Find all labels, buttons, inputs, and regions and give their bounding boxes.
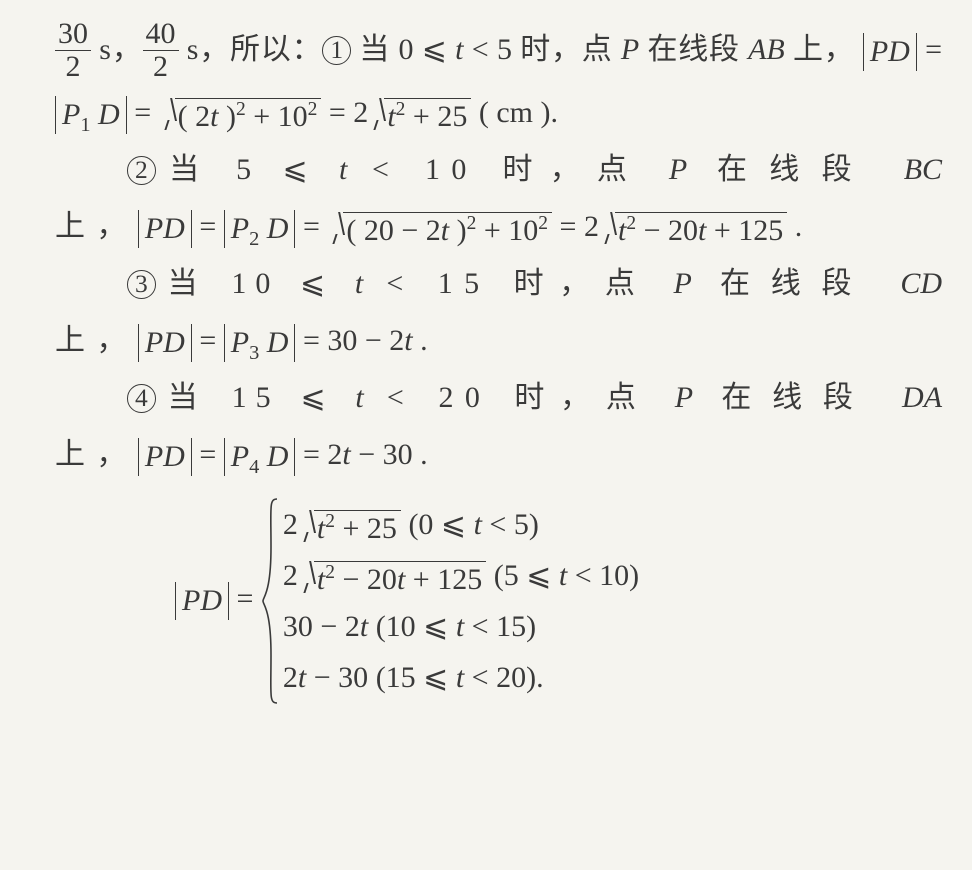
- txt: ( cm ).: [471, 96, 558, 129]
- case-3: 30 − 2t (10 ⩽ t < 15): [283, 601, 639, 652]
- eq: =: [192, 438, 224, 471]
- circled-1: 1: [322, 36, 351, 65]
- sqrt-2b: t2 − 20t + 125: [599, 212, 787, 246]
- paragraph-2: 2 当 5 ⩽ t < 10 时，点 P 在线段 BC 上，PD = P2 D …: [55, 141, 942, 255]
- abs-PD: PD: [138, 438, 192, 476]
- eq: =: [917, 33, 942, 66]
- txt: < 5 时，点: [463, 33, 620, 66]
- abs-P4D: P4 D: [224, 438, 296, 476]
- seg-CD: CD: [900, 267, 942, 300]
- eq: =: [229, 582, 261, 615]
- eq: =: [295, 210, 327, 243]
- math-solution-text: 30 2 s， 40 2 s，所以：1 当 0 ⩽ t < 5 时，点 P 在线…: [55, 20, 942, 705]
- eq: =: [192, 210, 224, 243]
- abs-P2D: P2 D: [224, 210, 296, 248]
- sqrt-1b: t2 + 25: [368, 98, 471, 132]
- txt: 当 15 ⩽: [168, 381, 356, 414]
- var-t: t: [355, 381, 363, 414]
- var-P: P: [675, 381, 693, 414]
- abs-PD: PD: [138, 324, 192, 362]
- abs-PD-final: PD: [175, 582, 229, 620]
- var-t: t: [355, 267, 363, 300]
- var-t: t: [342, 438, 350, 471]
- left-brace-icon: [261, 497, 279, 705]
- eq: =: [192, 324, 224, 357]
- txt: 在线段: [692, 267, 900, 300]
- txt: 在线段: [687, 153, 904, 186]
- txt: 在线段: [639, 33, 748, 66]
- var-t: t: [404, 324, 412, 357]
- txt: .: [787, 210, 802, 243]
- case-4: 2t − 30 (15 ⩽ t < 20).: [283, 652, 639, 703]
- seg-DA: DA: [902, 381, 942, 414]
- circled-3: 3: [127, 270, 156, 299]
- seg-AB: AB: [748, 33, 785, 66]
- paragraph-3: 3 当 10 ⩽ t < 15 时，点 P 在线段 CD 上，PD = P3 D…: [55, 255, 942, 369]
- txt: = 30 − 2: [295, 324, 404, 357]
- piecewise-definition: PD = 2t2 + 25 (0 ⩽ t < 5) 2t2 − 20t + 12…: [175, 497, 942, 705]
- txt: = 2: [321, 96, 368, 129]
- txt: < 15 时，点: [363, 267, 673, 300]
- case-2: 2t2 − 20t + 125 (5 ⩽ t < 10): [283, 550, 639, 601]
- paragraph-4: 4 当 15 ⩽ t < 20 时，点 P 在线段 DA 上，PD = P4 D…: [55, 369, 942, 483]
- abs-PD: PD: [863, 33, 917, 71]
- abs-P1D: P1 D: [55, 96, 127, 134]
- fraction-40-2: 40 2: [143, 18, 179, 82]
- seg-BC: BC: [904, 153, 942, 186]
- txt: s，所以：: [179, 33, 323, 66]
- txt: 上，: [55, 324, 138, 357]
- txt: < 20 时，点: [364, 381, 675, 414]
- txt: − 30 .: [351, 438, 428, 471]
- abs-P3D: P3 D: [224, 324, 296, 362]
- sqrt-c1: t2 + 25: [298, 510, 401, 544]
- txt: 上，: [55, 438, 138, 471]
- circled-4: 4: [127, 384, 156, 413]
- txt: = 2: [552, 210, 599, 243]
- var-P: P: [669, 153, 687, 186]
- fraction-30-2: 30 2: [55, 18, 91, 82]
- var-P: P: [621, 33, 639, 66]
- paragraph-1: 30 2 s， 40 2 s，所以：1 当 0 ⩽ t < 5 时，点 P 在线…: [55, 20, 942, 141]
- txt: 当 10 ⩽: [167, 267, 354, 300]
- sqrt-2: ( 20 − 2t )2 + 102: [327, 212, 552, 246]
- txt: 在线段: [693, 381, 902, 414]
- txt: 上，: [785, 33, 855, 66]
- var-P: P: [674, 267, 692, 300]
- txt: 当 0 ⩽: [351, 33, 455, 66]
- abs-PD: PD: [138, 210, 192, 248]
- txt: .: [413, 324, 428, 357]
- sqrt-c2: t2 − 20t + 125: [298, 561, 486, 595]
- txt: = 2: [295, 438, 342, 471]
- txt: 上，: [55, 210, 138, 243]
- circled-2: 2: [127, 156, 156, 185]
- txt: 当 5 ⩽: [169, 153, 339, 186]
- sqrt-1: ( 2t )2 + 102: [159, 98, 322, 132]
- piecewise-brace-block: 2t2 + 25 (0 ⩽ t < 5) 2t2 − 20t + 125 (5 …: [261, 497, 639, 705]
- case-1: 2t2 + 25 (0 ⩽ t < 5): [283, 499, 639, 550]
- txt: < 10 时，点: [347, 153, 669, 186]
- eq: =: [127, 96, 159, 129]
- txt: s，: [91, 33, 143, 66]
